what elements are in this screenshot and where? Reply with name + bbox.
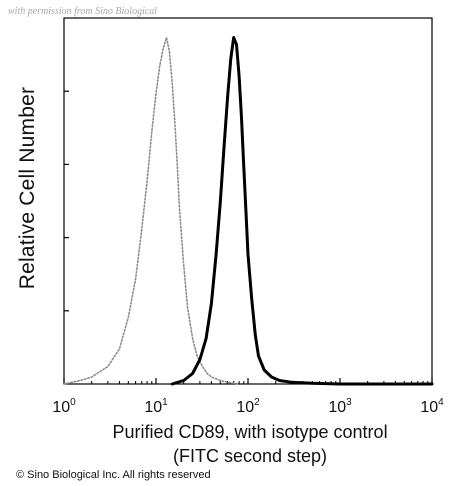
- y-axis-ticks: [64, 90, 69, 312]
- x-tick-label: 102: [236, 397, 260, 416]
- histogram-series: [63, 36, 434, 386]
- y-axis-label-text: Relative Cell Number: [16, 86, 39, 290]
- copyright-notice: © Sino Biological Inc. All rights reserv…: [16, 469, 211, 481]
- x-axis-label-line1: Purified CD89, with isotype control: [112, 422, 388, 442]
- isotype-control-curve: [63, 36, 240, 385]
- permission-watermark: with permission from Sino Biological: [8, 6, 158, 17]
- x-tick-label: 103: [328, 397, 352, 416]
- x-axis-label-line2: (FITC second step): [172, 446, 328, 466]
- x-tick-label: 101: [144, 397, 168, 416]
- x-tick-label: 104: [420, 397, 444, 416]
- plot-frame: [63, 17, 433, 385]
- x-axis-ticks: 100 101 102 103 104: [52, 378, 444, 416]
- cd89-curve: [170, 36, 434, 386]
- x-tick-label: 100: [52, 397, 76, 416]
